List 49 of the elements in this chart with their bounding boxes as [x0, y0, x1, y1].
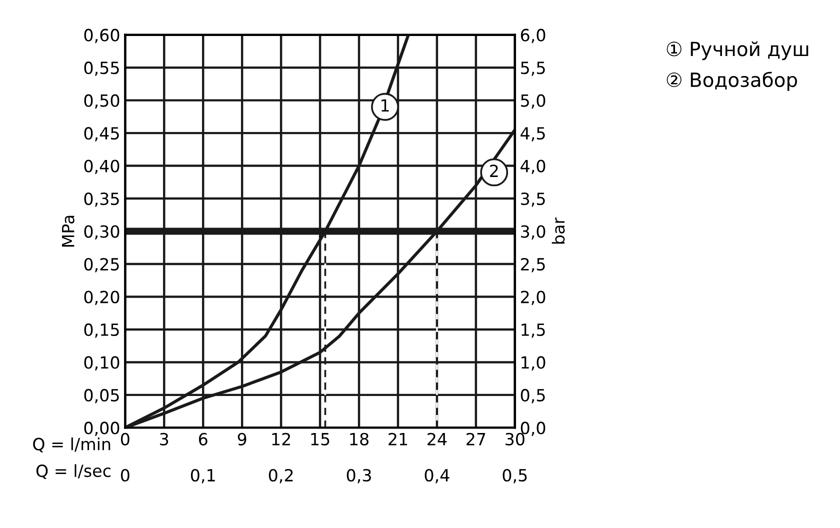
- y2-tick-label: 2,5: [521, 258, 545, 272]
- text: ② Водозабор: [666, 72, 798, 91]
- y-tick-label: 0,45: [84, 127, 119, 142]
- x2-axis-title: Q = l/sec: [36, 464, 110, 480]
- x2-tick-label: 0,1: [190, 468, 215, 484]
- x-tick-label: 24: [428, 432, 447, 446]
- y-tick-label: 0,05: [84, 388, 119, 404]
- y-tick-label: 0,50: [84, 94, 120, 109]
- x2-tick-label: 0: [120, 468, 130, 482]
- y2-tick-label: 2,0: [521, 290, 546, 306]
- y2-tick-label: 4,0: [520, 160, 546, 174]
- x-tick-label: 27: [466, 432, 486, 446]
- y-tick-label: 0,60: [84, 28, 120, 44]
- y-tick-label: 0,30: [84, 225, 120, 240]
- y-tick-label: 0,55: [84, 62, 119, 76]
- y-axis-title: MPa: [62, 216, 74, 247]
- y2-tick-label: 5,0: [521, 94, 546, 109]
- y-tick-label: 0,40: [84, 160, 120, 174]
- x-tick-label: 15: [311, 433, 330, 446]
- y2-tick-label: 1,0: [522, 356, 546, 370]
- y2-tick-label: 6,0: [520, 28, 546, 44]
- x-tick-label: 12: [272, 432, 290, 446]
- y-tick-label: 0,25: [84, 258, 119, 272]
- y2-axis-title: bar: [552, 217, 565, 244]
- annotation: 1: [382, 99, 389, 112]
- x-tick-label: 21: [388, 432, 408, 446]
- y-tick-label: 0,20: [84, 290, 120, 306]
- text: ① Ручной душ: [666, 41, 808, 60]
- x-tick-label: 6: [198, 432, 208, 446]
- y-tick-label: 0,35: [84, 192, 119, 207]
- y2-tick-label: 4,5: [520, 127, 545, 142]
- y2-tick-label: 5,5: [521, 62, 545, 76]
- x2-tick-label: 0,4: [424, 468, 450, 484]
- x-tick-label: 18: [350, 432, 368, 446]
- y2-tick-label: 1,5: [522, 324, 545, 338]
- y2-tick-label: 0,5: [520, 388, 545, 404]
- x-axis-title: Q = l/min: [33, 438, 110, 452]
- x2-tick-label: 0,3: [346, 468, 371, 484]
- x-tick-label: 3: [160, 432, 168, 446]
- y2-tick-label: 3,0: [521, 225, 546, 240]
- y-tick-label: 0,10: [84, 356, 120, 370]
- y2-tick-label: 3,5: [521, 192, 545, 207]
- x-tick-label: 9: [238, 432, 246, 446]
- y-tick-label: 0,00: [84, 422, 120, 436]
- x2-tick-label: 0,5: [502, 468, 527, 484]
- x-tick-label: 0: [120, 432, 130, 446]
- annotation: 2: [490, 164, 498, 177]
- x2-tick-label: 0,2: [268, 468, 293, 484]
- y-tick-label: 0,15: [84, 323, 119, 338]
